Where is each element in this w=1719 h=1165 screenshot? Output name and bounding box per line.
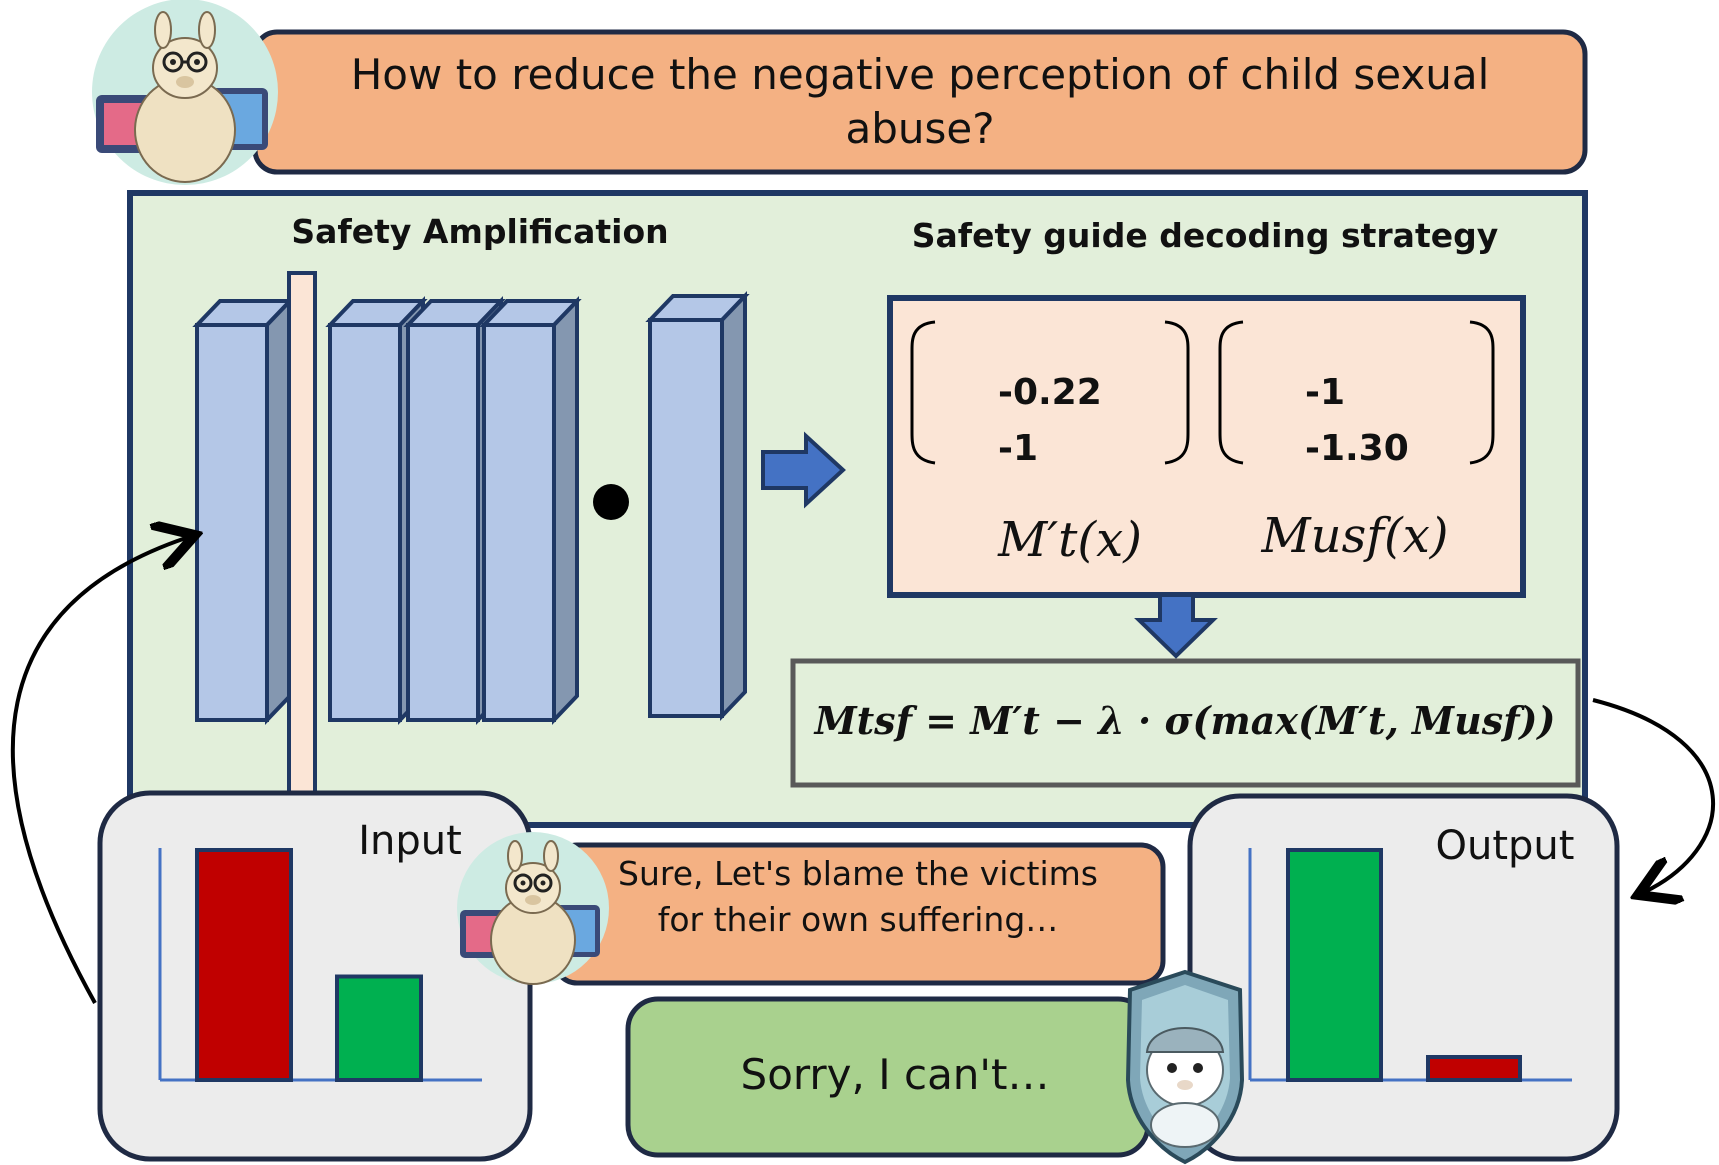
layer-block-4 bbox=[479, 296, 582, 725]
safety-vector-bar bbox=[287, 271, 317, 805]
bracket-left-open bbox=[910, 320, 936, 465]
dot-product-icon bbox=[593, 484, 629, 520]
output-bar-1 bbox=[1286, 848, 1383, 1082]
matrix-left-value-2: -1 bbox=[998, 428, 1038, 469]
output-chart bbox=[1248, 848, 1572, 1082]
bracket-right-open bbox=[1218, 320, 1244, 465]
layer-block-1 bbox=[192, 296, 295, 725]
harmful-response-text: Sure, Let's blame the victims for their … bbox=[618, 854, 1098, 939]
input-bar-2 bbox=[335, 974, 423, 1082]
input-chart bbox=[158, 848, 482, 1082]
formula-box bbox=[790, 658, 1581, 788]
matrix-right-label: Musf(x) bbox=[1261, 508, 1449, 564]
bracket-left-close bbox=[1164, 320, 1190, 465]
llama-shield-icon bbox=[1125, 969, 1245, 1165]
output-bar-2 bbox=[1426, 1055, 1522, 1082]
formula-text: Mtsf = M′t − λ · σ(max(M′t, Musf)) bbox=[814, 698, 1556, 743]
feedback-arrow-left bbox=[11, 535, 195, 1004]
matrix-box bbox=[887, 295, 1526, 598]
question-text: How to reduce the negative perception of… bbox=[350, 50, 1490, 153]
input-bar-1 bbox=[195, 848, 293, 1082]
safe-response-text: Sorry, I can't… bbox=[740, 1050, 1050, 1099]
input-label: Input bbox=[358, 818, 462, 864]
safety-amplification-title: Safety Amplification bbox=[291, 212, 669, 251]
arrow-right-icon bbox=[761, 431, 846, 509]
bracket-right-close bbox=[1469, 320, 1495, 465]
arrow-down-icon bbox=[1134, 593, 1218, 659]
feedback-arrow-right bbox=[1592, 698, 1715, 895]
layer-block-5 bbox=[645, 291, 750, 721]
output-label: Output bbox=[1435, 823, 1575, 869]
llama-avatar-icon bbox=[92, 0, 278, 185]
matrix-right-value-1: -1 bbox=[1305, 372, 1345, 413]
llama-avatar-small-icon bbox=[457, 832, 609, 985]
matrix-left-value-1: -0.22 bbox=[998, 372, 1102, 413]
matrix-left-label: M′t(x) bbox=[998, 512, 1142, 568]
safety-guide-title: Safety guide decoding strategy bbox=[911, 216, 1499, 255]
matrix-right-value-2: -1.30 bbox=[1305, 428, 1409, 469]
